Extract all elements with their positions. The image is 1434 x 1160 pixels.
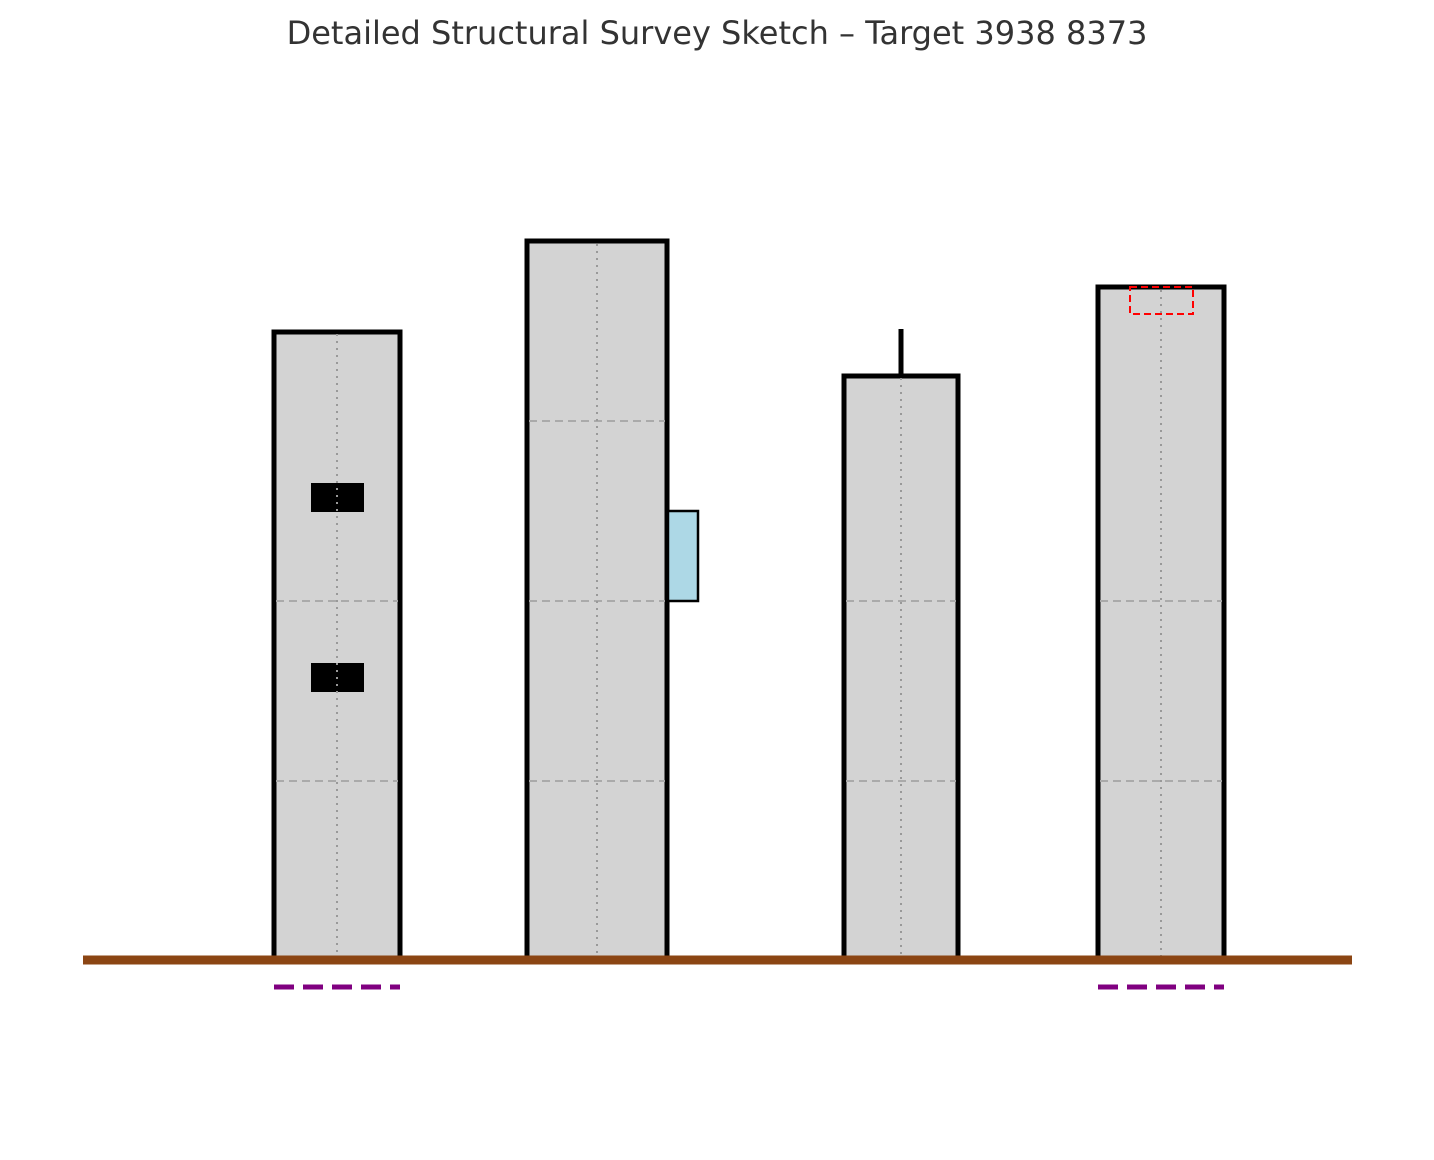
building-1-window-upper [311,483,364,512]
building-2-side-annex [666,509,700,603]
building-4-body [1095,284,1227,963]
building-1 [271,329,403,990]
sketch-title: Detailed Structural Survey Sketch – Targ… [286,14,1148,52]
building-3 [841,329,961,963]
building-4-roof-marker [1129,286,1194,315]
building-1-body [271,329,403,963]
building-2 [524,238,700,963]
building-4 [1095,284,1227,990]
